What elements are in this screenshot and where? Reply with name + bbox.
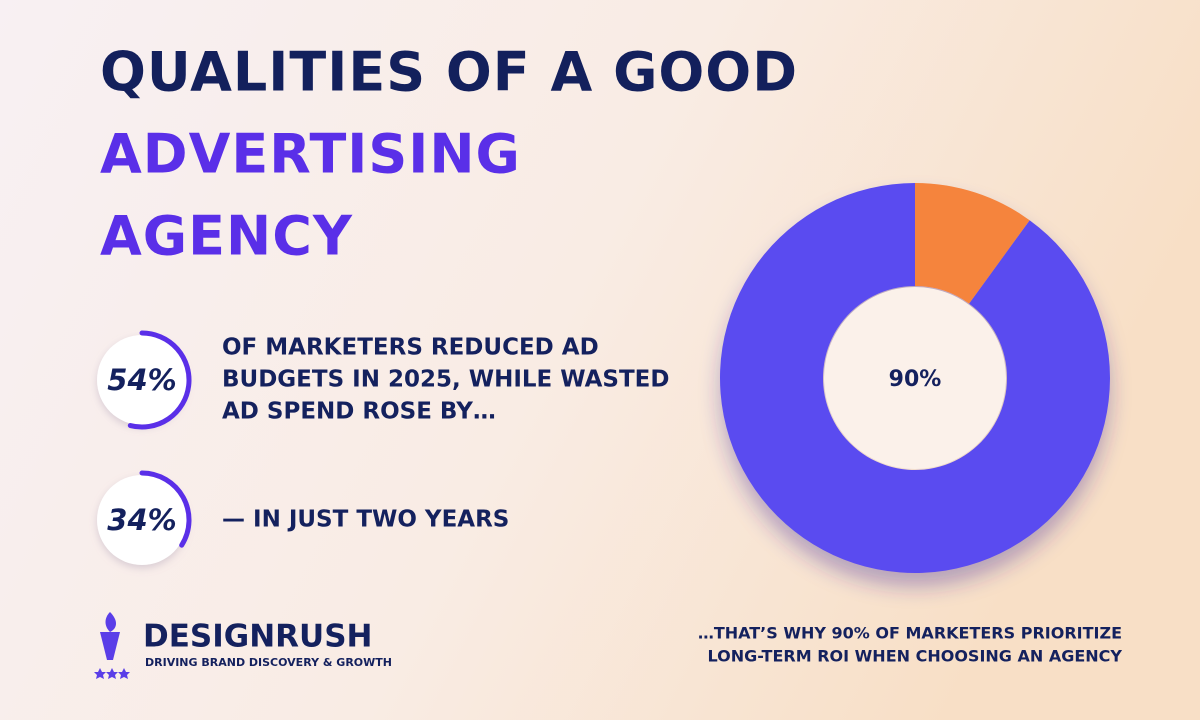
brand-name: DESIGNRUSH bbox=[143, 619, 372, 655]
stat-arc bbox=[139, 470, 192, 548]
stat-text: AD SPEND ROSE BY… bbox=[222, 399, 496, 425]
donut-label: 90% bbox=[889, 367, 942, 392]
stat-text: OF MARKETERS REDUCED AD bbox=[222, 335, 599, 361]
stat-text: — IN JUST TWO YEARS bbox=[222, 507, 509, 533]
stat-text: BUDGETS IN 2025, WHILE WASTED bbox=[222, 367, 669, 393]
stat-arc bbox=[127, 330, 192, 430]
stat-disc bbox=[97, 475, 187, 565]
donut-slice bbox=[915, 183, 1030, 304]
donut-hole bbox=[824, 287, 1006, 469]
title-line: QUALITIES OF A GOOD bbox=[100, 41, 798, 104]
caption: LONG-TERM ROI WHEN CHOOSING AN AGENCY bbox=[708, 647, 1123, 666]
stat-label: 34% bbox=[107, 503, 176, 537]
brand-tagline: DRIVING BRAND DISCOVERY & GROWTH bbox=[145, 656, 392, 669]
logo-mark bbox=[94, 612, 130, 679]
stat-disc bbox=[97, 335, 187, 425]
donut-slice bbox=[720, 183, 1110, 573]
caption: …THAT’S WHY 90% OF MARKETERS PRIORITIZE bbox=[698, 624, 1122, 643]
title-line: AGENCY bbox=[100, 205, 353, 268]
donut bbox=[720, 183, 1110, 573]
title-line: ADVERTISING bbox=[100, 123, 521, 186]
stat-label: 54% bbox=[107, 363, 176, 397]
